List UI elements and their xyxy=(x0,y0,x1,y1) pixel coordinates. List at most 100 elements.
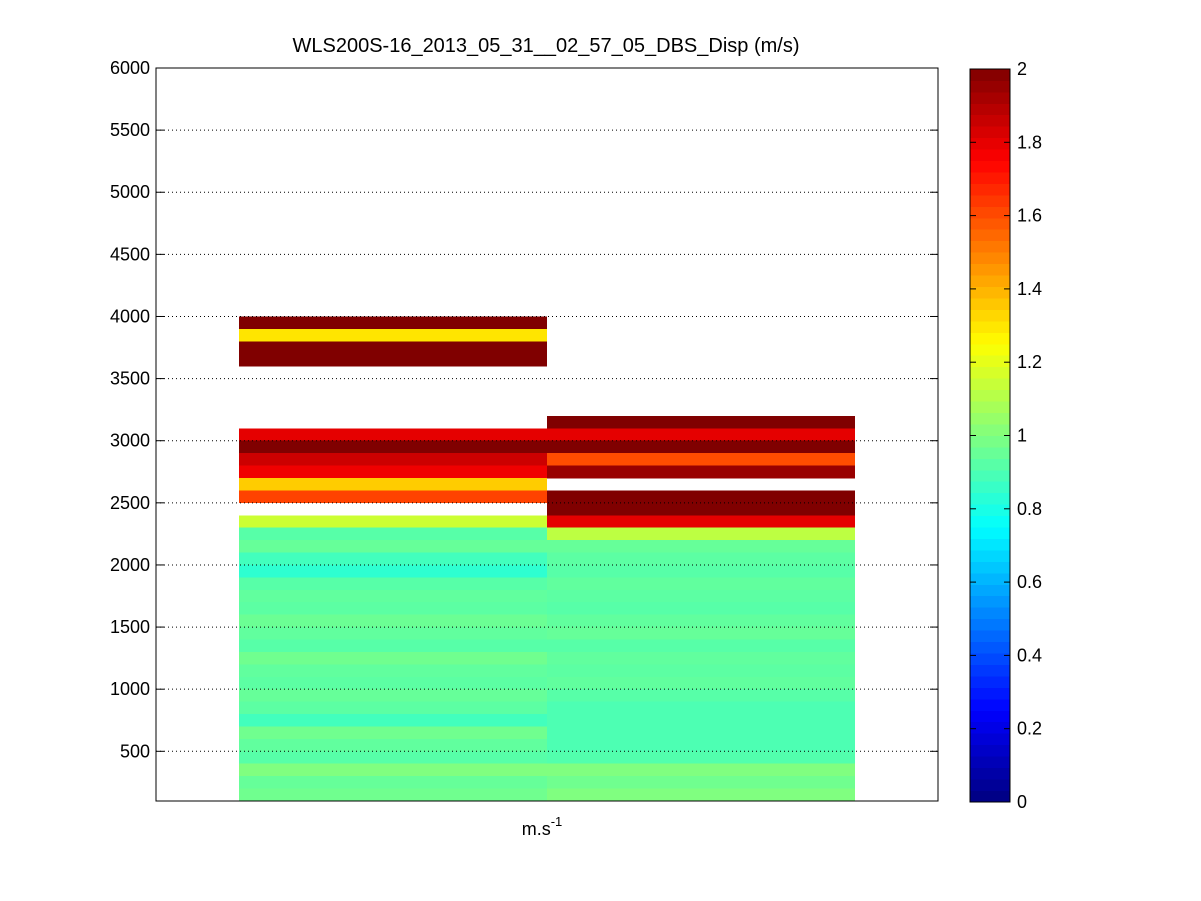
colorbar-swatch xyxy=(970,630,1010,643)
y-tick-label: 5000 xyxy=(110,182,150,202)
colorbar-swatch xyxy=(970,149,1010,162)
colorbar-swatch xyxy=(970,481,1010,494)
heatmap-cell xyxy=(239,614,547,628)
heatmap-cell xyxy=(239,453,547,466)
colorbar-swatch xyxy=(970,194,1010,207)
colorbar-swatch xyxy=(970,103,1010,116)
colorbar-swatch xyxy=(970,91,1010,104)
heatmap-cell xyxy=(547,738,855,752)
colorbar-swatch xyxy=(970,492,1010,505)
heatmap-cell xyxy=(239,477,547,491)
colorbar-swatch xyxy=(970,756,1010,769)
heatmap-cell xyxy=(547,502,855,516)
heatmap-cell xyxy=(239,651,547,665)
heatmap-cell xyxy=(239,552,547,566)
colorbar-swatch xyxy=(970,80,1010,93)
colorbar-swatch xyxy=(970,767,1010,780)
heatmap-cell xyxy=(547,515,855,528)
heatmap-cell xyxy=(547,676,855,690)
colorbar-swatch xyxy=(970,286,1010,299)
heatmap-cell xyxy=(547,589,855,603)
heatmap-cell xyxy=(547,788,855,802)
colorbar-tick-label: 1 xyxy=(1017,426,1027,446)
colorbar-swatch xyxy=(970,355,1010,368)
colorbar-swatch xyxy=(970,572,1010,585)
colorbar-swatch xyxy=(970,114,1010,127)
colorbar-swatch xyxy=(970,515,1010,528)
heatmap-cell xyxy=(239,788,547,802)
colorbar-tick-label: 1.8 xyxy=(1017,132,1042,152)
heatmap-cell xyxy=(547,490,855,504)
colorbar-tick-label: 2 xyxy=(1017,59,1027,79)
heatmap-cell xyxy=(547,440,855,454)
heatmap-cell xyxy=(547,701,855,715)
colorbar-swatch xyxy=(970,332,1010,345)
colorbar-swatch xyxy=(970,744,1010,757)
heatmap-cell xyxy=(239,564,547,578)
heatmap-cell xyxy=(239,664,547,678)
heatmap-cell xyxy=(239,776,547,789)
colorbar-swatch xyxy=(970,698,1010,711)
heatmap-cell xyxy=(547,639,855,653)
heatmap-cell xyxy=(239,751,547,765)
colorbar-swatch xyxy=(970,653,1010,665)
colorbar-swatch xyxy=(970,733,1010,746)
y-tick-label: 4000 xyxy=(110,306,150,326)
colorbar-swatch xyxy=(970,366,1010,379)
heatmap-cell xyxy=(547,664,855,678)
colorbar-swatch xyxy=(970,263,1010,276)
colorbar-swatch xyxy=(970,469,1010,482)
colorbar-swatch xyxy=(970,412,1010,425)
colorbar-swatch xyxy=(970,504,1010,517)
heatmap-cell xyxy=(239,589,547,603)
colorbar-tick-label: 0.8 xyxy=(1017,499,1042,519)
heatmap-cell xyxy=(239,341,547,355)
x-axis-label-superscript: -1 xyxy=(551,814,563,829)
colorbar-swatch xyxy=(970,298,1010,310)
heatmap-cell xyxy=(547,415,855,429)
y-tick-label: 4500 xyxy=(110,244,150,264)
heatmap-cell xyxy=(547,564,855,578)
heatmap-cell xyxy=(547,577,855,591)
heatmap-cell xyxy=(239,440,547,454)
colorbar-swatch xyxy=(970,206,1010,219)
colorbar-swatch xyxy=(970,252,1010,265)
heatmap-cell xyxy=(547,552,855,566)
heatmap-cell xyxy=(239,527,547,541)
y-tick-label: 1500 xyxy=(110,617,150,637)
colorbar-swatch xyxy=(970,561,1010,574)
colorbar-swatch xyxy=(970,446,1010,459)
heatmap-cell xyxy=(547,453,855,466)
x-axis-label: m.s-1 xyxy=(522,814,563,839)
colorbar-swatch xyxy=(970,183,1010,196)
colorbar-swatch xyxy=(970,435,1010,448)
heatmap-cell xyxy=(547,614,855,628)
colorbar-swatch xyxy=(970,664,1010,677)
colorbar-tick-label: 0.2 xyxy=(1017,719,1042,739)
colorbar-swatch xyxy=(970,126,1010,139)
colorbar-tick-label: 0 xyxy=(1017,792,1027,812)
colorbar-swatch xyxy=(970,595,1010,608)
colorbar-swatch xyxy=(970,584,1010,597)
chart-title: WLS200S-16_2013_05_31__02_57_05_DBS_Disp… xyxy=(292,35,799,57)
heatmap-cell xyxy=(239,540,547,553)
heatmap-cell xyxy=(547,763,855,777)
heatmap-cell xyxy=(239,627,547,640)
heatmap-cell xyxy=(547,651,855,665)
colorbar-swatch xyxy=(970,343,1010,356)
heatmap-cell xyxy=(547,714,855,727)
heatmap-cell xyxy=(547,751,855,765)
colorbar-swatch xyxy=(970,424,1010,436)
heatmap-cell xyxy=(547,776,855,789)
colorbar-swatch xyxy=(970,172,1010,184)
y-tick-label: 2500 xyxy=(110,493,150,513)
colorbar-swatch xyxy=(970,538,1010,551)
colorbar-swatch xyxy=(970,676,1010,688)
colorbar-swatch xyxy=(970,240,1010,253)
y-tick-label: 6000 xyxy=(110,58,150,78)
heatmap-cell xyxy=(547,627,855,640)
heatmap-cell xyxy=(547,465,855,479)
heatmap-cell xyxy=(239,701,547,715)
y-tick-label: 500 xyxy=(120,741,150,761)
colorbar-swatch xyxy=(970,607,1010,620)
